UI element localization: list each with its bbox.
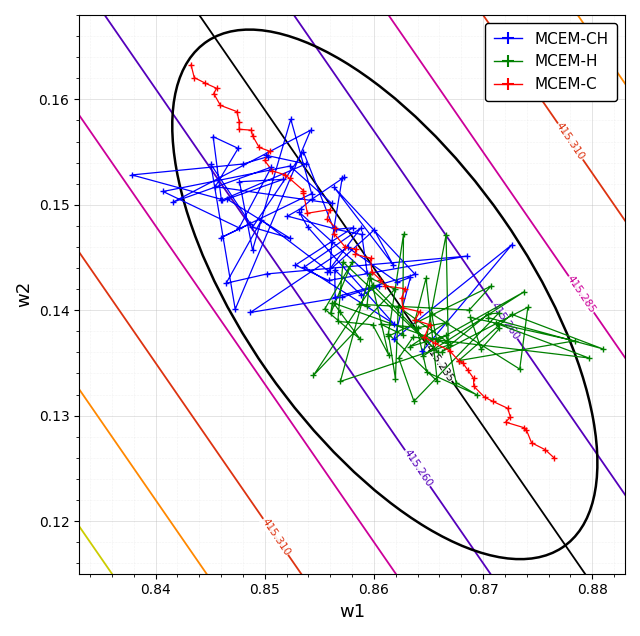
- MCEM-H: [369, 282, 377, 289]
- MCEM-H: [508, 310, 515, 318]
- MCEM-H: [495, 324, 503, 332]
- MCEM-H: [399, 230, 407, 238]
- Text: 415.310: 415.310: [259, 516, 292, 557]
- MCEM-CH: [222, 279, 230, 287]
- MCEM-C: [326, 206, 333, 214]
- Text: 415.310: 415.310: [554, 121, 587, 162]
- MCEM-H: [412, 316, 419, 324]
- MCEM-C: [187, 61, 195, 69]
- Text: 415.235: 415.235: [423, 342, 456, 384]
- Y-axis label: w2: w2: [15, 281, 33, 307]
- Line: MCEM-CH: MCEM-CH: [129, 116, 515, 355]
- MCEM-CH: [307, 127, 314, 134]
- Text: 415.260: 415.260: [401, 448, 434, 489]
- MCEM-C: [507, 413, 515, 421]
- MCEM-C: [249, 132, 257, 139]
- MCEM-C: [541, 446, 549, 453]
- MCEM-CH: [287, 116, 294, 123]
- MCEM-CH: [419, 347, 426, 355]
- MCEM-C: [233, 108, 241, 116]
- Line: MCEM-H: MCEM-H: [310, 231, 606, 404]
- MCEM-CH: [331, 266, 339, 273]
- Line: MCEM-C: MCEM-C: [188, 61, 557, 462]
- MCEM-H: [330, 300, 338, 307]
- MCEM-CH: [218, 196, 226, 204]
- MCEM-H: [484, 314, 492, 321]
- MCEM-CH: [358, 291, 365, 299]
- MCEM-H: [410, 398, 418, 405]
- X-axis label: w1: w1: [339, 603, 365, 621]
- Text: 415.285: 415.285: [565, 273, 598, 315]
- MCEM-C: [260, 156, 268, 164]
- MCEM-CH: [308, 190, 316, 197]
- MCEM-CH: [211, 183, 219, 190]
- MCEM-H: [363, 303, 371, 310]
- MCEM-H: [442, 319, 449, 327]
- MCEM-C: [550, 454, 558, 462]
- Text: 415.260: 415.260: [489, 300, 521, 342]
- Legend: MCEM-CH, MCEM-H, MCEM-C: MCEM-CH, MCEM-H, MCEM-C: [485, 23, 618, 101]
